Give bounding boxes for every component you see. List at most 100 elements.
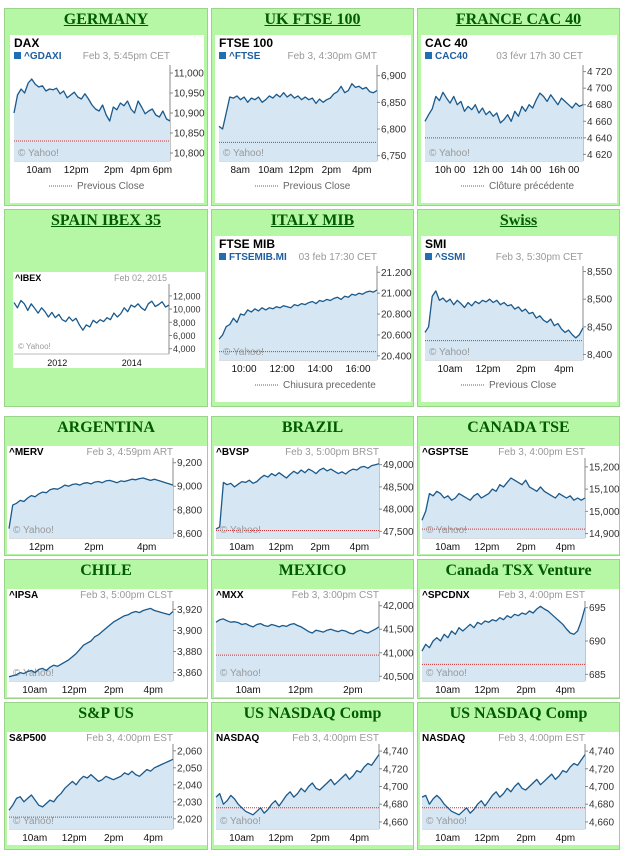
y-tick-label: 8,000 [173, 318, 196, 328]
market-panel: S&P US S&P500 Feb 3, 4:00pm EST © Yahoo! 2,0… [4, 702, 208, 850]
market-panel: US NASDAQ Comp NASDAQ Feb 3, 4:00pm EST © Y… [417, 702, 620, 850]
panel-title: ARGENTINA [57, 419, 155, 436]
timestamp: Feb 02, 2015 [114, 273, 167, 283]
stock-chart[interactable]: ^IPSA Feb 3, 5:00pm CLST © Yahoo! 3,920 3,90… [7, 589, 207, 697]
index-symbol: DAX [14, 36, 39, 50]
y-tick-label: 685 [589, 670, 606, 681]
stock-chart[interactable]: ^MERV Feb 3, 4:59pm ART © Yahoo! 9,200 9,000… [7, 446, 207, 554]
x-tick-label: 10am [26, 165, 51, 176]
x-tick-label: 4pm [352, 165, 371, 176]
market-panel: MEXICO ^MXX Feb 3, 3:00pm CST © Yahoo! 42,00… [211, 559, 414, 699]
x-tick-label: 14h 00 [511, 165, 542, 176]
ticker-label[interactable]: ^IPSA [9, 590, 38, 601]
x-tick-label: 2pm [516, 542, 535, 553]
y-tick-label: 8,550 [587, 267, 612, 278]
stock-chart[interactable]: ^SPCDNX Feb 3, 4:00pm EST © Yahoo! 695 690 68… [420, 589, 619, 697]
x-tick-label: 4pm [554, 364, 573, 375]
panel-title[interactable]: ITALY MIB [270, 212, 355, 229]
y-tick-label: 4,700 [383, 782, 408, 793]
stock-chart[interactable]: SMI ^SSMI Feb 3, 5:30pm CET © Yahoo! 8,550 8,… [421, 236, 617, 402]
y-tick-label: 6,900 [381, 71, 406, 82]
timestamp: Feb 3, 4:00pm EST [498, 590, 585, 601]
stock-chart[interactable]: S&P500 Feb 3, 4:00pm EST © Yahoo! 2,060 2,05… [7, 732, 207, 845]
timestamp: Feb 3, 5:45pm CET [83, 51, 170, 62]
x-tick-label: 12:00 [269, 364, 294, 375]
ticker-label[interactable]: NASDAQ [422, 733, 466, 744]
stock-chart[interactable]: ^BVSP Feb 3, 5:00pm BRST © Yahoo! 49,000 48,… [214, 446, 414, 554]
stock-chart[interactable]: ^GSPTSE Feb 3, 4:00pm EST © Yahoo! 15,200 15… [420, 446, 620, 554]
x-tick-label: 10am [229, 542, 254, 553]
ticker-label[interactable]: ^SPCDNX [422, 590, 470, 601]
price-line [13, 299, 170, 331]
x-tick-label: 4pm 6pm [130, 165, 172, 176]
source-label: © Yahoo! [426, 816, 467, 827]
panel-title: Canada TSX Venture [445, 562, 592, 579]
ticker-label[interactable]: ^MXX [216, 590, 244, 601]
y-tick-label: 4 680 [587, 100, 612, 111]
stock-chart[interactable]: ^IBEX Feb 02, 2015 © Yahoo! 12,000 10,000 8,0… [13, 272, 205, 368]
ticker-label[interactable]: ^MERV [9, 447, 44, 458]
market-panel: SPAIN IBEX 35 ^IBEX Feb 02, 2015 © Yahoo! 12… [4, 209, 208, 407]
x-tick-label: 10:00 [231, 364, 256, 375]
x-tick-label: 12pm [288, 165, 313, 176]
panel-title[interactable]: GERMANY [63, 11, 149, 28]
ticker-label[interactable]: ^FTSE [229, 51, 261, 62]
timestamp: Feb 3, 4:00pm EST [86, 733, 173, 744]
x-tick-label: 2pm [322, 165, 341, 176]
ticker-label[interactable]: S&P500 [9, 733, 47, 744]
ticker-label[interactable]: ^BVSP [216, 447, 249, 458]
panel-title[interactable]: FRANCE CAC 40 [455, 11, 582, 28]
panel-title[interactable]: UK FTSE 100 [264, 11, 361, 28]
stock-chart[interactable]: CAC 40 CAC40 03 févr 17h 30 CET © Yahoo! 4 7… [421, 35, 617, 203]
x-tick-label: 10am [22, 833, 47, 844]
y-tick-label: 4,680 [383, 800, 408, 811]
panel-title[interactable]: Swiss [499, 212, 538, 229]
market-panel: CANADA TSE ^GSPTSE Feb 3, 4:00pm EST © Yaho… [417, 416, 620, 556]
ticker-label[interactable]: FTSEMIB.MI [229, 252, 287, 263]
stock-chart[interactable]: NASDAQ Feb 3, 4:00pm EST © Yahoo! 4,740 4,72… [214, 732, 413, 845]
price-line [218, 289, 378, 340]
y-tick-label: 9,200 [177, 458, 202, 469]
ticker-label[interactable]: NASDAQ [216, 733, 260, 744]
x-tick-label: 12pm [268, 833, 293, 844]
x-tick-label: 10am [236, 685, 261, 696]
x-tick-label: 4pm [350, 542, 369, 553]
source-label: © Yahoo! [426, 525, 467, 536]
y-tick-label: 21.200 [381, 268, 412, 279]
y-tick-label: 10,800 [174, 149, 205, 160]
ticker-square-icon [219, 253, 226, 260]
y-tick-label: 8,600 [177, 529, 202, 540]
stock-chart[interactable]: DAX ^GDAXI Feb 3, 5:45pm CET © Yahoo! 11,000… [10, 35, 205, 203]
ticker-label[interactable]: ^GDAXI [24, 51, 62, 62]
x-tick-label: 10am [229, 833, 254, 844]
ticker-label[interactable]: ^GSPTSE [422, 447, 469, 458]
chart-svg: ^GSPTSE Feb 3, 4:00pm EST © Yahoo! 15,200 15… [421, 447, 620, 553]
stock-chart[interactable]: NASDAQ Feb 3, 4:00pm EST © Yahoo! 4,740 4,72… [420, 732, 619, 845]
previous-close-legend: Previous Close [283, 181, 351, 192]
panel-title[interactable]: SPAIN IBEX 35 [51, 212, 161, 229]
area-fill [216, 754, 379, 829]
x-tick-label: 10am [437, 364, 462, 375]
ticker-label[interactable]: ^SSMI [435, 252, 466, 263]
x-tick-label: 12pm [474, 542, 499, 553]
stock-chart[interactable]: FTSE 100 ^FTSE Feb 3, 4:30pm GMT © Yahoo! 6,… [215, 35, 411, 203]
x-tick-label: 4pm [144, 833, 163, 844]
y-tick-label: 4,740 [383, 747, 408, 758]
x-tick-label: 10am [258, 165, 283, 176]
ticker-label[interactable]: CAC40 [435, 51, 468, 62]
stock-chart[interactable]: FTSE MIB FTSEMIB.MI 03 feb 17:30 CET © Yaho… [215, 236, 412, 402]
x-tick-label: 2pm [310, 542, 329, 553]
source-label: © Yahoo! [18, 148, 59, 159]
y-tick-label: 42,000 [383, 601, 414, 612]
x-tick-label: 8am [230, 165, 249, 176]
stock-chart[interactable]: ^MXX Feb 3, 3:00pm CST © Yahoo! 42,000 41,50… [214, 589, 414, 697]
y-tick-label: 15,200 [589, 462, 620, 473]
x-tick-label: 10am [435, 542, 460, 553]
ticker-label[interactable]: ^IBEX [15, 273, 41, 283]
index-symbol: FTSE MIB [219, 237, 275, 251]
x-tick-label: 16:00 [345, 364, 370, 375]
y-tick-label: 4 640 [587, 133, 612, 144]
chart-svg: NASDAQ Feb 3, 4:00pm EST © Yahoo! 4,740 4,72… [215, 733, 408, 844]
price-line [215, 618, 380, 635]
y-tick-label: 3,880 [177, 647, 202, 658]
